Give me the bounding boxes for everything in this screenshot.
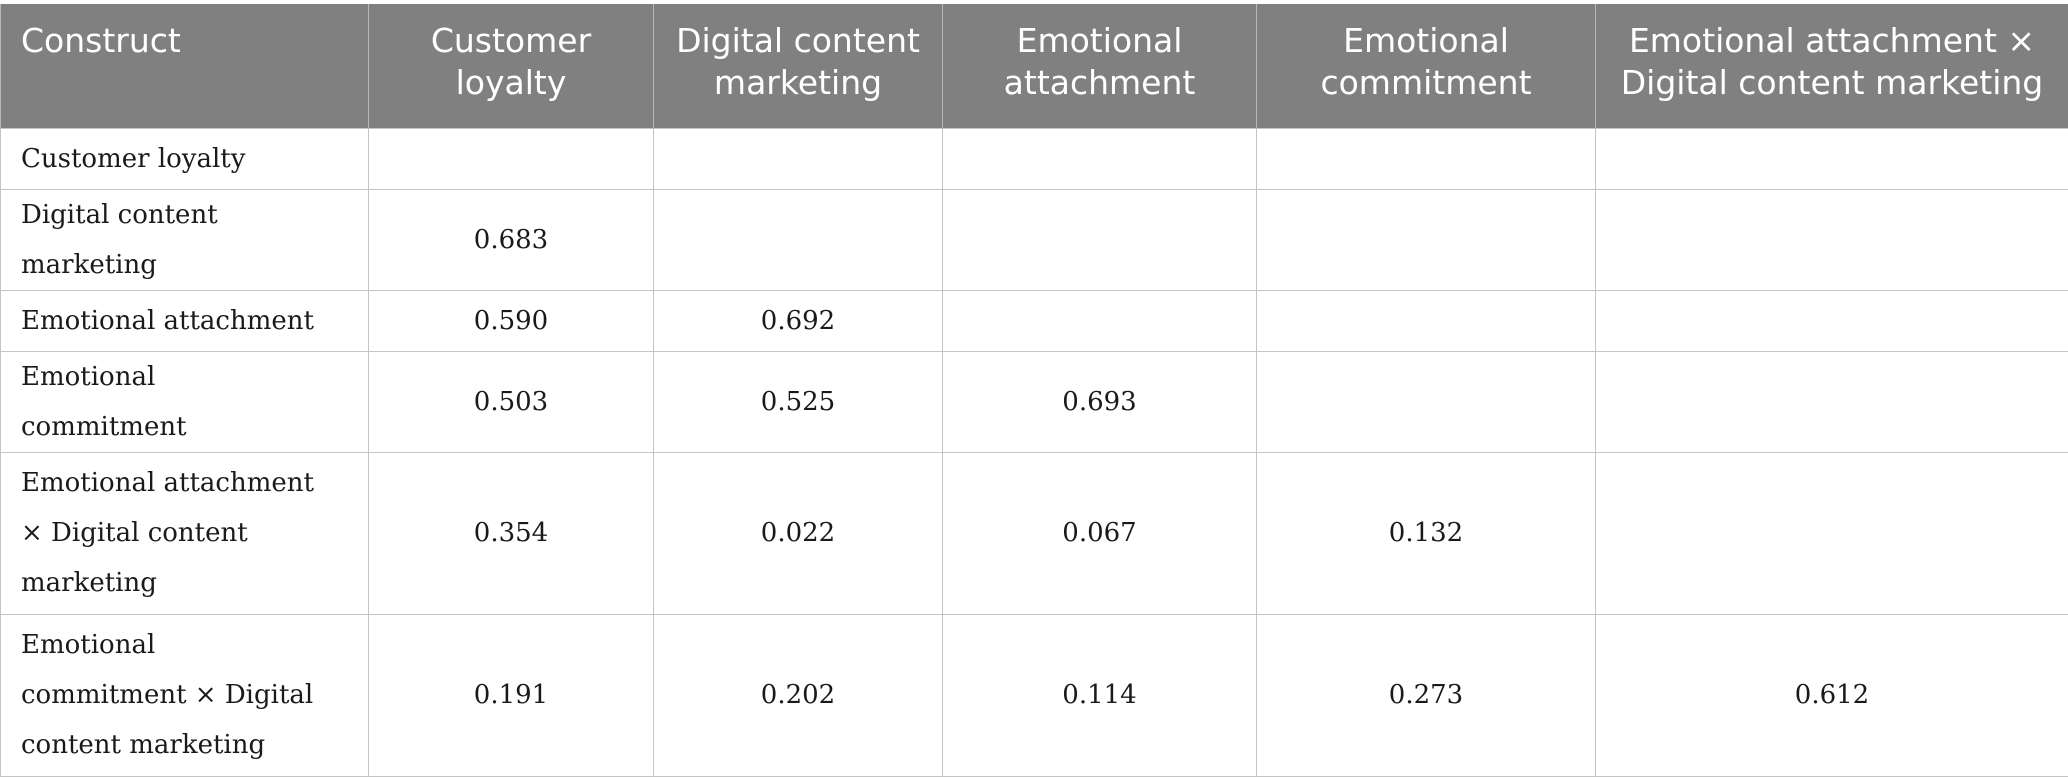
construct-correlation-table: Construct Customer loyalty Digital conte…	[0, 4, 2068, 777]
table-cell: 0.692	[654, 290, 943, 351]
table-cell	[654, 189, 943, 290]
header-digital-content-marketing: Digital content marketing	[654, 4, 943, 128]
table-row: Emotional commitment × Digital content m…	[1, 614, 2068, 776]
table-cell	[1596, 351, 2068, 452]
table-cell: 0.683	[369, 189, 654, 290]
table-cell: 0.191	[369, 614, 654, 776]
row-label: Emotional attachment	[1, 290, 369, 351]
table-cell	[1257, 189, 1596, 290]
table-cell: 0.590	[369, 290, 654, 351]
table-row: Customer loyalty	[1, 128, 2068, 189]
table-cell: 0.503	[369, 351, 654, 452]
table-cell	[1596, 128, 2068, 189]
table-cell: 0.354	[369, 452, 654, 614]
table-cell: 0.525	[654, 351, 943, 452]
table-row: Digital content marketing 0.683	[1, 189, 2068, 290]
correlation-table-container: Construct Customer loyalty Digital conte…	[0, 4, 2068, 777]
table-cell	[1596, 290, 2068, 351]
row-label: Emotional commitment × Digital content m…	[1, 614, 369, 776]
table-cell	[1257, 290, 1596, 351]
table-cell	[1596, 452, 2068, 614]
header-customer-loyalty: Customer loyalty	[369, 4, 654, 128]
header-attachment-x-dcm: Emotional attachment × Digital content m…	[1596, 4, 2068, 128]
table-cell: 0.273	[1257, 614, 1596, 776]
row-label: Digital content marketing	[1, 189, 369, 290]
table-row: Emotional attachment × Digital content m…	[1, 452, 2068, 614]
table-cell	[943, 128, 1257, 189]
table-header: Construct Customer loyalty Digital conte…	[1, 4, 2068, 128]
header-emotional-commitment: Emotional commitment	[1257, 4, 1596, 128]
table-row: Emotional commitment 0.503 0.525 0.693	[1, 351, 2068, 452]
header-emotional-attachment: Emotional attachment	[943, 4, 1257, 128]
row-label: Customer loyalty	[1, 128, 369, 189]
row-label: Emotional attachment × Digital content m…	[1, 452, 369, 614]
table-cell: 0.612	[1596, 614, 2068, 776]
table-cell	[369, 128, 654, 189]
table-row: Emotional attachment 0.590 0.692	[1, 290, 2068, 351]
table-cell	[943, 290, 1257, 351]
table-cell: 0.693	[943, 351, 1257, 452]
table-cell	[654, 128, 943, 189]
table-cell: 0.022	[654, 452, 943, 614]
table-cell: 0.132	[1257, 452, 1596, 614]
table-cell	[1257, 351, 1596, 452]
table-cell	[943, 189, 1257, 290]
table-cell: 0.114	[943, 614, 1257, 776]
table-cell	[1596, 189, 2068, 290]
table-body: Customer loyalty Digital content marketi…	[1, 128, 2068, 776]
table-cell	[1257, 128, 1596, 189]
header-construct: Construct	[1, 4, 369, 128]
table-cell: 0.067	[943, 452, 1257, 614]
header-row: Construct Customer loyalty Digital conte…	[1, 4, 2068, 128]
row-label: Emotional commitment	[1, 351, 369, 452]
table-cell: 0.202	[654, 614, 943, 776]
